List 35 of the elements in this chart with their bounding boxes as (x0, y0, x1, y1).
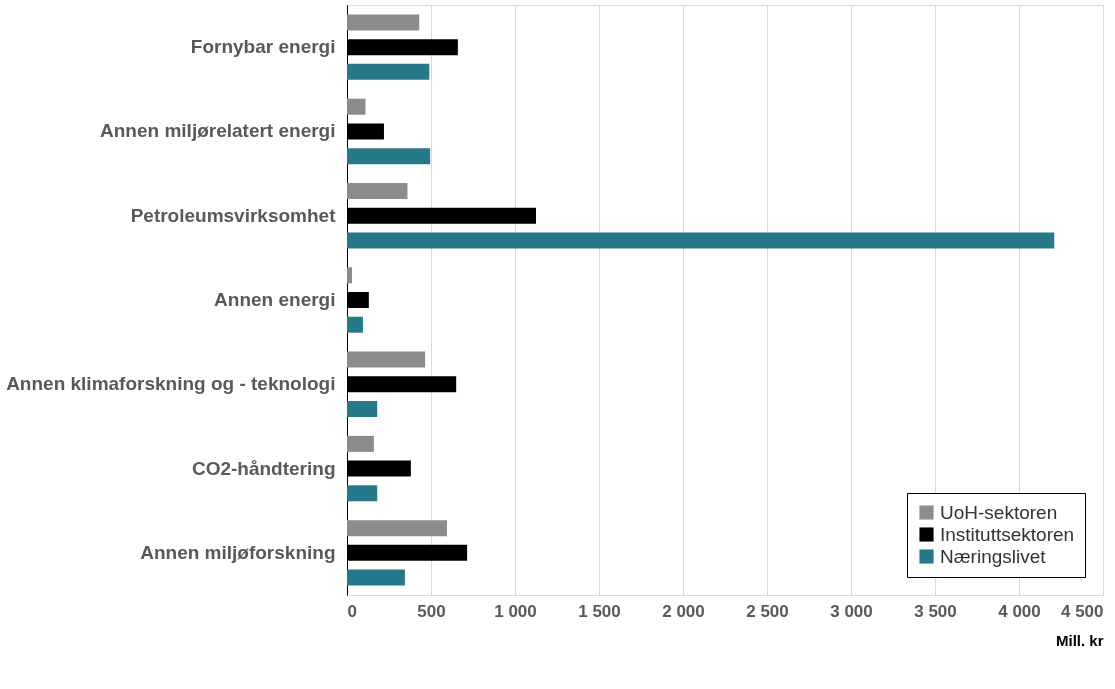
x-tick-label: 3 000 (830, 601, 873, 621)
x-tick-label: 0 (347, 601, 357, 621)
bar (347, 232, 1055, 249)
bar (347, 435, 374, 452)
x-tick-label: 500 (417, 601, 446, 621)
bar (347, 148, 431, 165)
y-tick-label: Annen energi (214, 289, 336, 310)
x-tick-label: 3 500 (914, 601, 957, 621)
bar (347, 401, 378, 418)
x-tick-label: 4 000 (998, 601, 1041, 621)
x-tick-label: 2 000 (662, 601, 705, 621)
bar (347, 98, 366, 115)
bar (347, 63, 430, 80)
y-tick-label: Petroleumsvirksomhet (130, 204, 337, 226)
y-tick-label: Annen klimaforskning og - teknologi (6, 373, 336, 395)
y-tick-label: CO2-håndtering (191, 457, 336, 479)
legend-label: Instituttsektoren (940, 523, 1075, 545)
y-tick-label: Annen miljørelatert energi (100, 120, 336, 142)
x-tick-label: 1 500 (578, 601, 621, 621)
x-tick-label: 1 000 (494, 601, 537, 621)
x-tick-label: 2 500 (746, 601, 789, 621)
bar (347, 182, 408, 199)
x-axis-title: Mill. kr (1055, 631, 1104, 649)
bar (347, 569, 405, 586)
bar (347, 485, 378, 502)
y-tick-label: Annen miljøforskning (140, 541, 336, 563)
bar (347, 316, 363, 333)
x-tick-label: 4 500 (1060, 601, 1104, 621)
bar (347, 267, 353, 284)
bar (347, 14, 420, 31)
y-tick-label: Fornybar energi (190, 36, 336, 58)
legend-label: Næringslivet (940, 545, 1047, 567)
bar (347, 520, 447, 537)
legend-label: UoH-sektoren (940, 501, 1058, 523)
bar (347, 351, 426, 368)
